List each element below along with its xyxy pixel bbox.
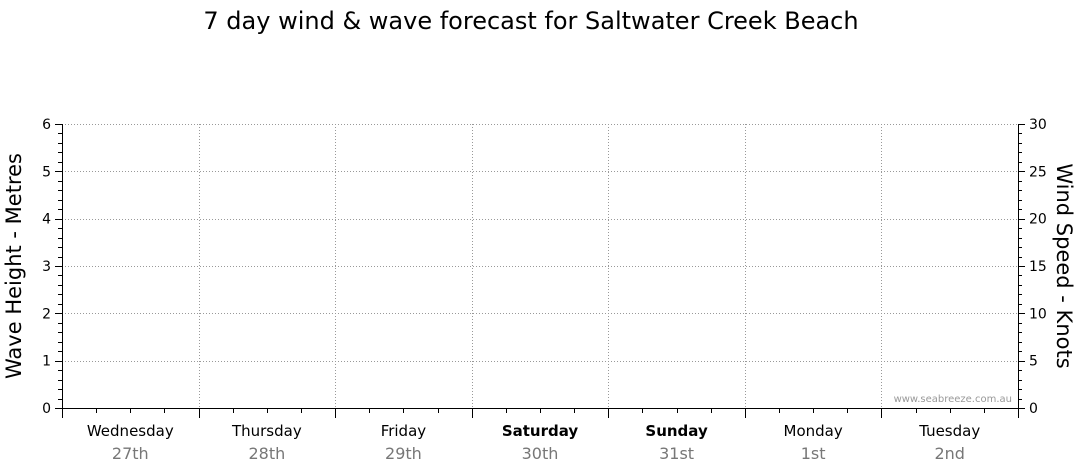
- y-tick-label-left: 4: [42, 212, 51, 228]
- x-label-date: 1st: [801, 444, 826, 463]
- x-label-date: 29th: [385, 444, 422, 463]
- y-tick-labels-right: 0 5 10 15 20 25 30: [1029, 117, 1047, 417]
- y-axis-label-right: Wind Speed - Knots: [1052, 163, 1076, 368]
- x-label-day: Wednesday: [87, 422, 174, 440]
- y-tick-label-left: 3: [42, 259, 51, 275]
- y-tick-label-right: 25: [1029, 164, 1047, 180]
- x-label-date: 2nd: [934, 444, 964, 463]
- x-label-date: 27th: [112, 444, 149, 463]
- grid-lines: [62, 124, 1018, 408]
- x-label-day: Thursday: [231, 422, 302, 440]
- x-label-date: 31st: [659, 444, 694, 463]
- y-tick-label-right: 0: [1029, 401, 1038, 417]
- x-label-date: 30th: [522, 444, 559, 463]
- y-tick-label-right: 5: [1029, 354, 1038, 370]
- y-tick-label-left: 6: [42, 117, 51, 133]
- x-label-day: Sunday: [645, 422, 708, 440]
- y-axis-label-left: Wave Height - Metres: [2, 153, 26, 379]
- y-tick-label-left: 1: [42, 354, 51, 370]
- watermark-text: www.seabreeze.com.au: [894, 394, 1012, 405]
- y-tick-label-right: 20: [1029, 212, 1047, 228]
- y-tick-labels-left: 0 1 2 3 4 5 6: [42, 117, 51, 417]
- y-tick-label-right: 30: [1029, 117, 1047, 133]
- x-label-day: Friday: [381, 422, 427, 440]
- y-tick-label-right: 10: [1029, 306, 1047, 322]
- x-label-day: Saturday: [502, 422, 579, 440]
- y-tick-label-left: 5: [42, 164, 51, 180]
- y-tick-label-left: 0: [42, 401, 51, 417]
- x-label-day: Tuesday: [918, 422, 980, 440]
- x-label-day: Monday: [784, 422, 843, 440]
- x-label-date: 28th: [248, 444, 285, 463]
- y-tick-label-right: 15: [1029, 259, 1047, 275]
- y-tick-label-left: 2: [42, 306, 51, 322]
- chart-title: 7 day wind & wave forecast for Saltwater…: [203, 7, 858, 35]
- axes: [55, 124, 1025, 418]
- x-category-labels: Wednesday 27th Thursday 28th Friday 29th Satur…: [87, 422, 980, 463]
